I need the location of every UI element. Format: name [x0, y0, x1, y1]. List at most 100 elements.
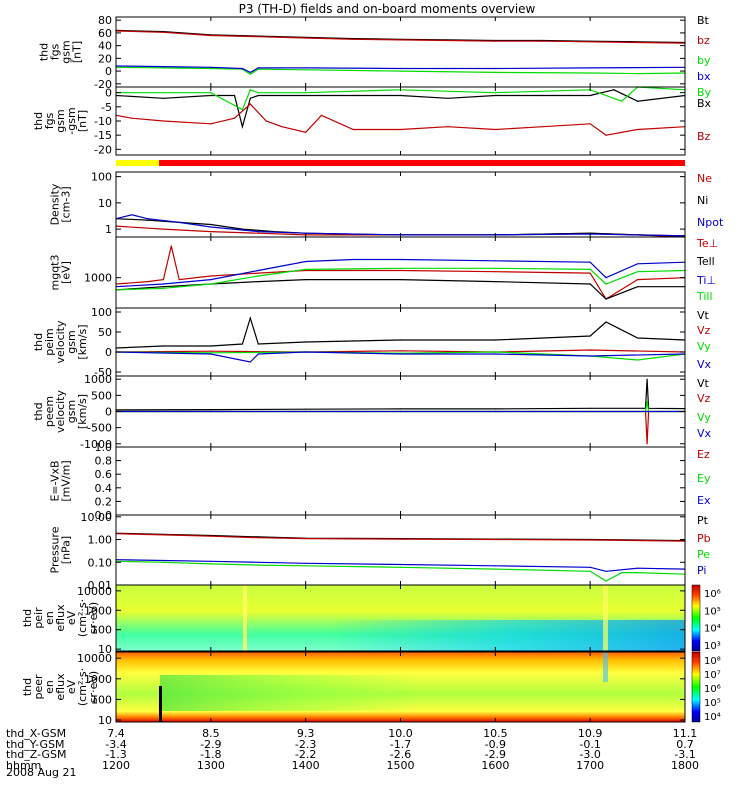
ytick-label: 1000 — [84, 673, 112, 686]
ylabel-peem-velocity: thd — [32, 402, 45, 420]
data-point — [589, 261, 591, 263]
series-by-line — [115, 66, 686, 76]
data-point — [646, 378, 648, 380]
ylabel-fgs-gsm: thd — [38, 43, 51, 61]
ytick-label: 10 — [98, 714, 112, 727]
ephem-value: 1700 — [576, 759, 604, 772]
data-point — [605, 321, 607, 323]
legend-Pb: Pb — [697, 532, 711, 545]
legend-Ex: Ex — [697, 494, 711, 507]
ylabel-peem-velocity: peem — [43, 396, 56, 427]
legend-Vx: Vx — [697, 358, 712, 371]
data-point — [352, 94, 354, 97]
panel-efield: 1.00.80.60.40.20.0 — [95, 441, 686, 522]
data-point — [257, 537, 259, 539]
ytick-label: 0.10 — [88, 556, 113, 569]
data-point — [257, 343, 259, 345]
ytick-label: 0.6 — [95, 468, 113, 481]
data-point — [637, 73, 639, 75]
data-point — [399, 538, 402, 540]
data-point — [210, 275, 212, 277]
ytick-label: 80 — [98, 14, 112, 27]
ytick-label: 0 — [105, 346, 112, 359]
panel-frame — [115, 307, 686, 377]
data-point — [131, 117, 133, 119]
data-point — [147, 218, 149, 220]
data-point — [210, 535, 212, 537]
ylabel-fgs-gsm: [nT] — [71, 41, 84, 63]
ephem-value: 9.3 — [297, 727, 315, 740]
panel-frame — [115, 446, 686, 516]
ytick-label: -500 — [87, 422, 112, 435]
data-point — [241, 67, 243, 70]
data-point — [257, 269, 259, 272]
data-point — [589, 123, 591, 125]
data-point — [162, 228, 164, 230]
ephem-value: 1200 — [102, 759, 130, 772]
legend-Ey: Ey — [697, 472, 711, 485]
data-point — [494, 538, 496, 541]
series-Vz-line — [116, 410, 685, 444]
data-point — [399, 353, 402, 355]
data-point — [257, 231, 259, 233]
data-point — [589, 407, 591, 409]
ylabel-peim-velocity: thd — [32, 333, 45, 351]
data-point — [352, 128, 354, 131]
data-point — [494, 568, 496, 570]
ylabel-temperature: [eV] — [60, 261, 73, 284]
data-point — [162, 561, 164, 563]
data-point — [249, 361, 251, 363]
data-point — [399, 39, 402, 41]
ephem-value: 1400 — [292, 759, 320, 772]
data-point — [589, 335, 591, 337]
ephem-row-label: hhmm — [6, 759, 41, 772]
data-point — [589, 410, 591, 413]
data-point — [249, 73, 251, 75]
panel-peim-velocity: 100 50 0 -50 — [91, 306, 686, 379]
series-Ti-line — [115, 258, 686, 288]
data-point — [305, 538, 307, 540]
data-point — [257, 92, 259, 94]
ephem-row-label: thd_Z-GSM — [6, 748, 66, 761]
legend-by: by — [697, 54, 711, 67]
data-point — [257, 94, 259, 97]
data-point — [494, 94, 496, 97]
data-point — [589, 283, 591, 285]
ephem-value: 10.9 — [578, 727, 603, 740]
ephem-value: -1.3 — [105, 748, 126, 761]
ytick-label: 1 — [105, 223, 112, 236]
data-point — [265, 120, 267, 122]
data-point — [399, 258, 402, 261]
data-point — [178, 221, 180, 223]
data-point — [494, 410, 496, 413]
ephem-value: -2.2 — [295, 748, 316, 761]
data-point — [605, 570, 607, 572]
peer-late-streak — [603, 652, 608, 682]
ytick-label: 100 — [91, 693, 112, 706]
peer-early-green — [160, 675, 420, 711]
data-point — [162, 345, 164, 347]
data-point — [257, 281, 259, 283]
ytick-label: -1000 — [80, 438, 112, 451]
data-point — [210, 563, 212, 565]
ephem-value: -3.4 — [105, 738, 126, 751]
ylabel-pressure: [nPa] — [60, 536, 73, 564]
data-point — [305, 341, 307, 343]
ytick-label: 0 — [105, 65, 112, 78]
panel-peem-velocity: 1000 500 0 -500 -1000 — [80, 373, 686, 451]
legend-Vy: Vy — [697, 340, 711, 353]
panel-density: 100 10 1 — [91, 171, 686, 238]
ephem-value: -0.1 — [579, 738, 600, 751]
data-point — [233, 117, 236, 119]
ytick-label: -50 — [94, 366, 112, 379]
legend-Vy: Vy — [697, 411, 711, 424]
data-point — [162, 66, 164, 68]
data-point — [210, 350, 212, 352]
data-point — [637, 359, 639, 361]
data-point — [305, 562, 307, 564]
data-point — [399, 350, 402, 352]
data-point — [147, 281, 149, 283]
series-Npot-line — [115, 214, 686, 237]
ylabel-peir-spectrogram: sr·eV) — [87, 602, 100, 634]
